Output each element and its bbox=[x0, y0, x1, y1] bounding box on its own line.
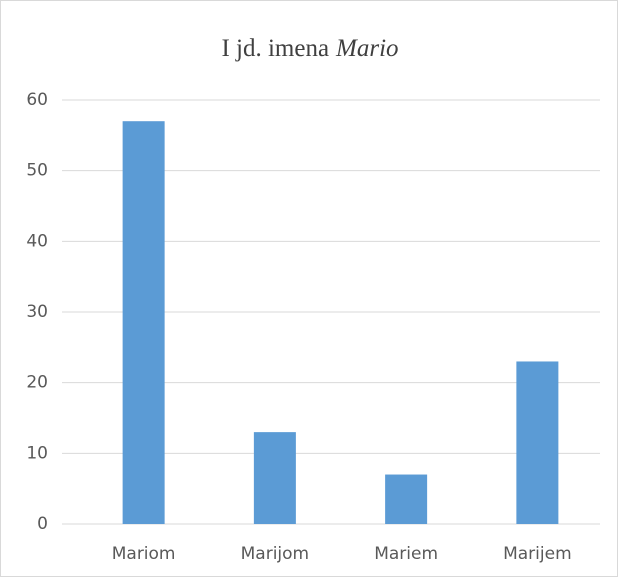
bar bbox=[516, 361, 559, 524]
title-run-italic: Mario bbox=[335, 35, 399, 62]
x-tick-label: Mariem bbox=[374, 544, 438, 564]
chart-title: I jd. imena Mario bbox=[221, 35, 398, 62]
y-tick-label: 60 bbox=[26, 90, 48, 110]
y-tick-label: 50 bbox=[26, 161, 48, 181]
x-tick-label: Mariom bbox=[112, 544, 176, 564]
bar bbox=[385, 474, 428, 524]
bar bbox=[122, 121, 165, 524]
bar bbox=[253, 432, 296, 524]
y-tick-label: 20 bbox=[26, 373, 48, 393]
y-tick-label: 0 bbox=[37, 514, 48, 534]
x-tick-label: Marijem bbox=[503, 544, 572, 564]
title-run: I jd. imena bbox=[221, 35, 329, 62]
y-tick-label: 40 bbox=[26, 231, 48, 251]
x-tick-label: Marijom bbox=[241, 544, 309, 564]
y-tick-label: 30 bbox=[26, 302, 48, 322]
y-tick-label: 10 bbox=[26, 443, 48, 463]
